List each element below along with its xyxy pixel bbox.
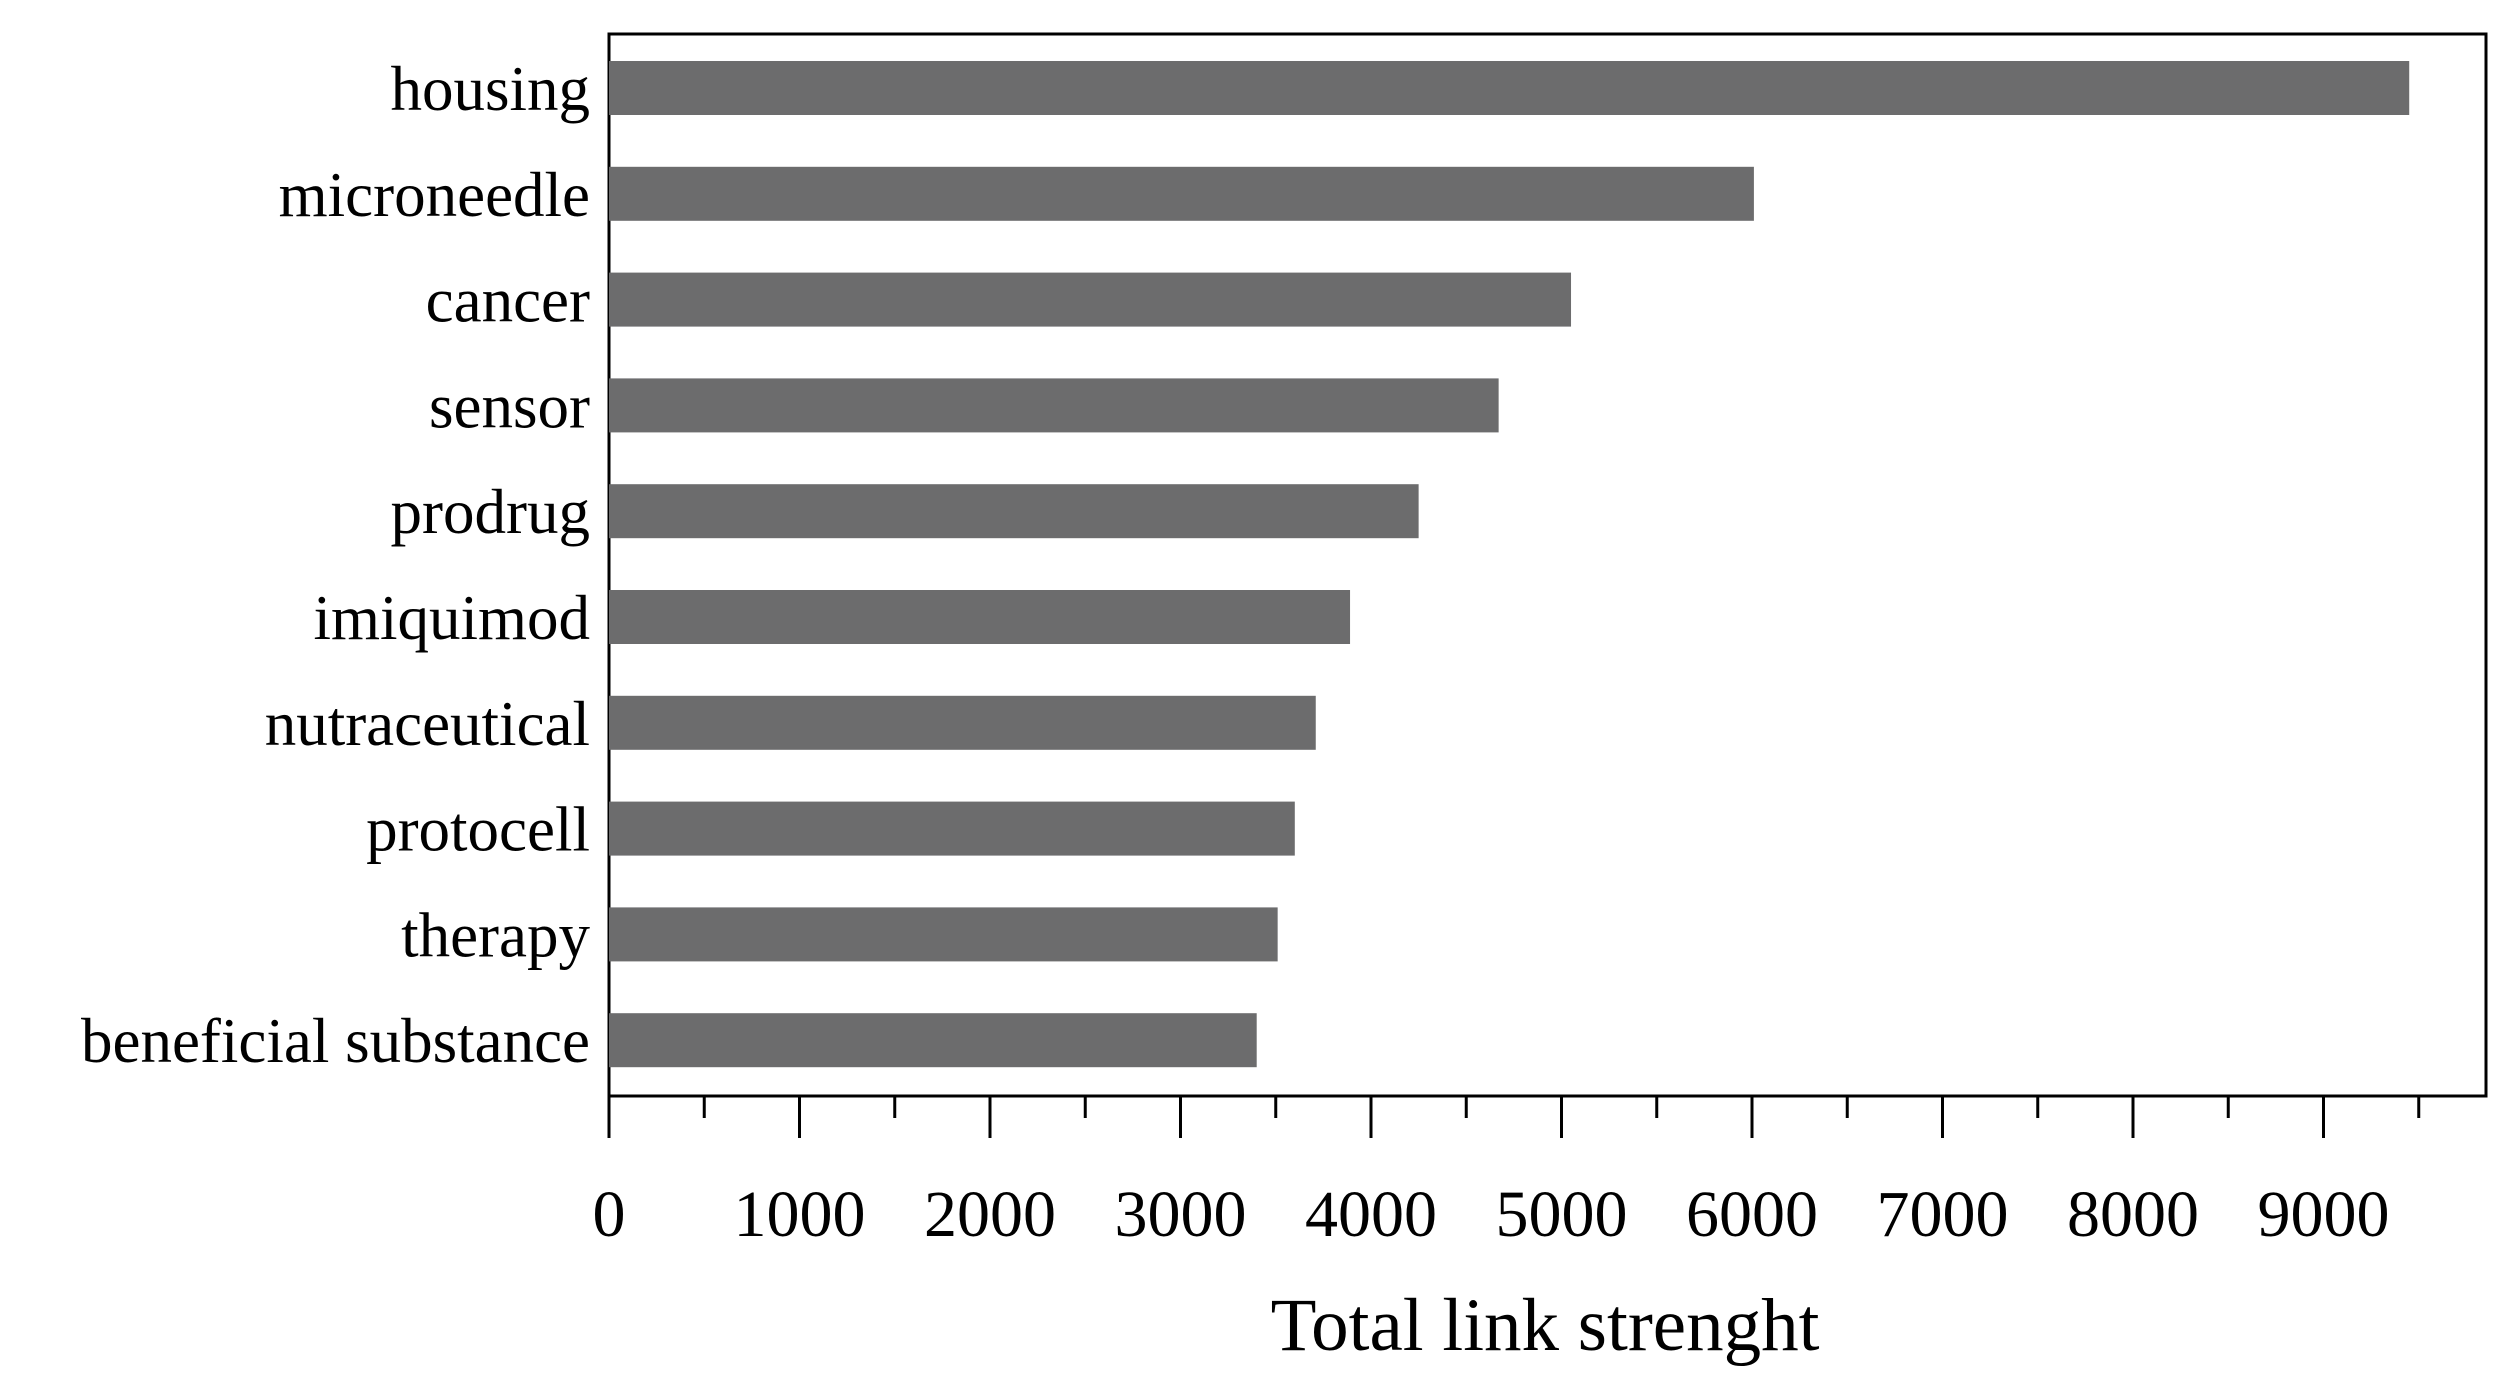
- tick-label: 8000: [2067, 1178, 2199, 1251]
- bar-beneficial-substance: [609, 1013, 1257, 1068]
- bars-group: [609, 61, 2410, 1068]
- category-label: prodrug: [391, 477, 590, 547]
- tick-label: 2000: [924, 1178, 1056, 1251]
- category-label: imiquimod: [313, 583, 590, 653]
- plot-frame: [607, 32, 2488, 1098]
- tick-label: 9000: [2258, 1178, 2390, 1251]
- tick-label: 1000: [734, 1178, 866, 1251]
- category-label: nutraceutical: [265, 689, 590, 759]
- category-label: sensor: [429, 371, 590, 441]
- bar-prodrug: [609, 484, 1419, 539]
- bar-imiquimod: [609, 590, 1351, 644]
- tick-label: 3000: [1115, 1178, 1247, 1251]
- tick-label: 4000: [1305, 1178, 1437, 1251]
- x-axis-tick-labels: 0 1000 2000 3000 4000 5000 6000 7000 8000 9000: [593, 1178, 2390, 1251]
- x-axis-title: Total link strenght: [1271, 1284, 1820, 1367]
- tick-label: 0: [593, 1178, 626, 1251]
- bar-therapy: [609, 907, 1278, 962]
- bar-sensor: [609, 378, 1499, 433]
- bar-nutraceutical: [609, 695, 1316, 750]
- bar-protocell: [609, 801, 1295, 856]
- x-axis-ticks: [607, 1096, 2421, 1138]
- tick-label: 7000: [1877, 1178, 2009, 1251]
- bar-housing: [609, 61, 2410, 115]
- bar-cancer: [609, 272, 1572, 327]
- category-label: therapy: [401, 900, 590, 970]
- category-label: beneficial substance: [81, 1006, 590, 1076]
- category-label: cancer: [426, 266, 590, 336]
- bar-microneedle: [609, 166, 1754, 221]
- category-label: housing: [390, 54, 590, 124]
- category-label: protocell: [366, 795, 590, 865]
- category-label: microneedle: [279, 160, 590, 230]
- tick-label: 6000: [1686, 1178, 1818, 1251]
- tick-label: 5000: [1496, 1178, 1628, 1251]
- category-labels: housing microneedle cancer sensor prodrug imi…: [81, 54, 591, 1076]
